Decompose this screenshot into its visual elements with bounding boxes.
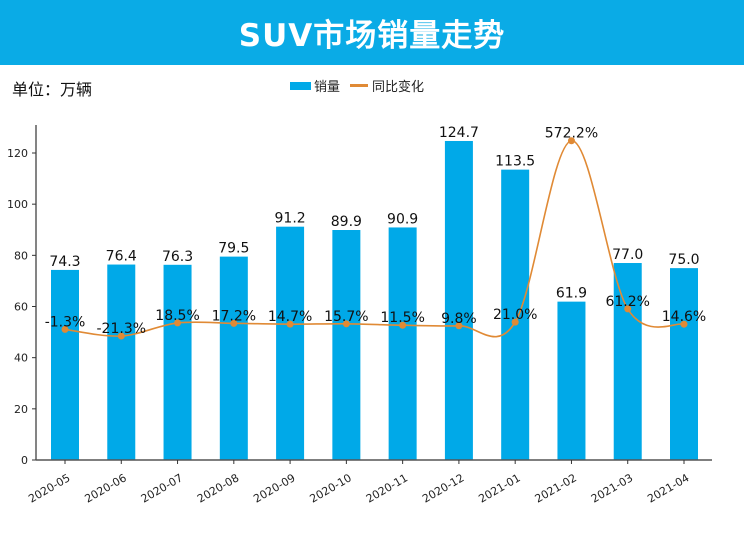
bar-value-label: 90.9: [387, 211, 418, 227]
x-tick-label: 2020-07: [139, 471, 185, 505]
y-tick-label: 60: [14, 301, 28, 314]
yoy-point: [680, 320, 688, 328]
bar-value-label: 79.5: [218, 241, 249, 257]
yoy-point: [286, 320, 294, 328]
y-tick-label: 120: [7, 147, 28, 160]
yoy-value-label: 14.6%: [662, 309, 706, 325]
x-tick-label: 2021-02: [533, 471, 579, 505]
bar: [444, 140, 473, 460]
yoy-value-label: 61.2%: [605, 294, 649, 310]
bar-value-label: 61.9: [556, 286, 587, 302]
bar-value-label: 113.5: [495, 154, 535, 170]
bar-value-label: 124.7: [439, 125, 479, 141]
x-tick-label: 2020-12: [420, 471, 466, 505]
bar: [332, 230, 361, 460]
x-tick-label: 2020-05: [26, 471, 72, 505]
bar: [107, 264, 136, 460]
yoy-point: [342, 320, 350, 328]
y-tick-label: 100: [7, 198, 28, 211]
yoy-value-label: 11.5%: [380, 310, 424, 326]
yoy-point: [455, 322, 463, 330]
yoy-point: [117, 332, 125, 340]
bar-value-label: 89.9: [331, 214, 362, 230]
bar: [501, 169, 530, 461]
bar: [163, 264, 192, 460]
x-tick-label: 2020-09: [251, 471, 297, 505]
bar: [219, 256, 248, 460]
legend-bar-label: 销量: [314, 80, 341, 95]
legend-line-swatch: [350, 84, 369, 87]
legend: 销量 同比变化: [290, 76, 424, 95]
x-tick-label: 2020-08: [195, 471, 241, 505]
yoy-value-label: -21.3%: [97, 321, 147, 337]
yoy-value-label: 17.2%: [212, 308, 256, 324]
x-tick-label: 2021-03: [589, 471, 635, 505]
y-tick-label: 80: [14, 249, 28, 262]
yoy-value-label: 9.8%: [441, 311, 477, 327]
bar-value-label: 91.2: [275, 211, 306, 227]
bar-value-label: 75.0: [668, 252, 699, 268]
yoy-point: [230, 319, 238, 327]
yoy-point: [567, 137, 575, 145]
yoy-value-label: 15.7%: [324, 309, 368, 325]
x-tick-label: 2020-06: [82, 471, 128, 505]
x-tick-label: 2020-10: [308, 471, 354, 505]
x-tick-label: 2021-01: [476, 471, 522, 505]
y-tick-label: 0: [21, 454, 28, 467]
bar: [613, 263, 642, 460]
x-tick-label: 2021-04: [645, 471, 691, 505]
yoy-value-label: 18.5%: [155, 308, 199, 324]
bar: [51, 269, 79, 460]
y-tick-label: 40: [14, 352, 28, 365]
legend-bar-swatch: [290, 81, 311, 90]
title-banner: SUV市场销量走势: [0, 0, 744, 65]
bar: [557, 301, 586, 460]
bar-value-label: 74.3: [49, 254, 80, 270]
yoy-point: [624, 305, 632, 313]
y-tick-label: 20: [14, 403, 28, 416]
yoy-point: [61, 325, 69, 333]
yoy-value-label: -1.3%: [45, 314, 86, 330]
chart-title: SUV市场销量走势: [238, 18, 506, 54]
yoy-point: [174, 319, 182, 327]
yoy-value-label: 14.7%: [268, 309, 312, 325]
yoy-value-label: 572.2%: [545, 126, 598, 142]
bar: [388, 227, 417, 460]
legend-line-label: 同比变化: [372, 80, 425, 95]
x-tick-label: 2020-11: [364, 471, 410, 505]
yoy-point: [511, 318, 519, 326]
bar-value-label: 77.0: [612, 247, 643, 263]
bar-value-label: 76.4: [106, 249, 137, 265]
unit-label: 单位：万辆: [12, 80, 93, 99]
bar-value-label: 76.3: [162, 249, 193, 265]
bar: [670, 268, 698, 460]
bar: [276, 226, 305, 460]
yoy-value-label: 21.0%: [493, 307, 537, 323]
yoy-point: [399, 321, 407, 329]
